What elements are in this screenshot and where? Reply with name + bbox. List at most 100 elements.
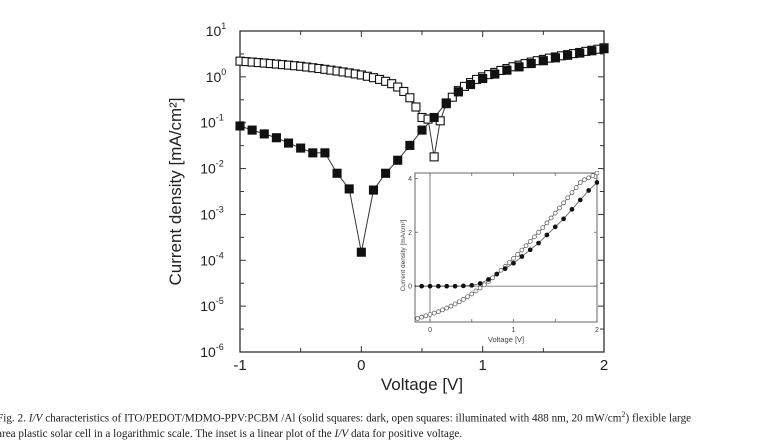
y-tick-label: 10-4	[200, 250, 224, 268]
inset-dark-data-point	[527, 247, 533, 253]
inset-y-tick-label: 0	[408, 284, 412, 291]
y-tick-base: 10	[200, 252, 216, 268]
x-tick-label: -1	[233, 357, 246, 374]
inset-illuminated-data-point	[436, 309, 441, 315]
inset-dark-data-point	[519, 254, 525, 259]
illuminated-data-point	[405, 93, 415, 103]
inset-illuminated-data-point	[552, 210, 558, 216]
y-tick-exponent: -6	[216, 342, 224, 352]
y-tick-base: 10	[200, 344, 216, 360]
dark-data-point	[429, 112, 439, 123]
inset-illuminated-data-point	[452, 301, 458, 307]
x-tick-label: 1	[478, 357, 486, 374]
inset-illuminated-data-point	[461, 297, 466, 302]
inset-illuminated-data-point	[498, 267, 504, 273]
dark-data-point	[514, 62, 524, 72]
y-tick-exponent: -1	[216, 113, 224, 123]
inset-illuminated-data-point	[561, 200, 566, 206]
dark-data-point	[502, 65, 512, 75]
caption-iv-italic-2: I/V	[334, 427, 349, 440]
dark-data-point	[381, 168, 391, 178]
inset-illuminated-data-point	[540, 225, 546, 231]
inset-illuminated-data-point	[448, 303, 454, 309]
dark-data-point	[296, 143, 306, 153]
inset-dark-data-point	[577, 197, 583, 203]
dark-data-point	[441, 98, 451, 108]
dark-data-point	[599, 44, 609, 54]
dark-data-point	[368, 185, 379, 195]
inset-data-group	[415, 171, 599, 321]
y-tick-exponent: -5	[216, 296, 224, 306]
inset-illuminated-data-point	[586, 175, 592, 181]
inset-x-axis-label: Voltage [V]	[488, 335, 524, 344]
inset-illuminated-data-point	[519, 247, 525, 253]
inset-dark-data-point	[561, 216, 566, 222]
inset-dark-data-point	[544, 232, 550, 238]
inset-illuminated-data-point	[423, 313, 429, 319]
inset-illuminated-data-point	[565, 195, 571, 201]
inset-y-tick-label: 4	[408, 176, 412, 183]
dark-data-point	[490, 69, 500, 79]
dark-data-point	[587, 46, 597, 56]
dark-data-point	[283, 138, 294, 148]
inset-y-axis-label: Current density [mA/cm²]	[400, 219, 407, 291]
inset-illuminated-data-point	[465, 294, 470, 300]
dark-data-point	[550, 53, 561, 63]
caption-superscript: 2	[621, 410, 626, 419]
inset-dark-data-point	[469, 283, 475, 288]
caption-suffix-1: ) flexible large	[625, 412, 692, 425]
y-tick-exponent: 0	[221, 67, 226, 77]
y-axis-label: Current density [mA/cm²]	[166, 98, 185, 286]
inset-illuminated-data-point	[506, 260, 512, 265]
dark-data-point	[538, 56, 548, 66]
inset-dark-data-point	[452, 283, 458, 289]
y-tick-label: 10-5	[200, 296, 224, 314]
inset-y-tick-label: 2	[408, 230, 412, 237]
inset-x-tick-label: 0	[428, 327, 432, 334]
inset-dark-data-point	[594, 180, 599, 185]
caption-fig-label: Fig. 2.	[0, 412, 29, 425]
y-tick-base: 10	[200, 206, 216, 222]
inset-illuminated-data-point	[511, 256, 516, 261]
caption-text-2: area plastic solar cell in a logarithmic…	[0, 427, 335, 440]
dark-data-point	[308, 148, 318, 158]
dark-data-point	[320, 148, 330, 158]
dark-data-point	[453, 87, 463, 97]
inset-illuminated-data-point	[456, 299, 462, 305]
inset-dark-data-point	[444, 283, 450, 289]
x-axis-label: Voltage [V]	[381, 375, 463, 394]
inset-dark-data-point	[502, 266, 508, 272]
inset-illuminated-data-point	[473, 288, 479, 294]
inset-illuminated-data-point	[431, 310, 437, 316]
inset-illuminated-data-point	[544, 220, 550, 226]
inset-illuminated-data-point	[590, 173, 596, 179]
dark-data-point	[526, 59, 536, 69]
dark-data-point	[478, 73, 488, 84]
dark-data-point	[465, 79, 476, 90]
inset-dark-data-point	[427, 283, 433, 289]
inset-illuminated-data-point	[577, 180, 583, 185]
inset-illuminated-data-point	[527, 239, 533, 244]
dark-data-point	[235, 121, 245, 131]
inset-dark-data-point	[536, 240, 541, 246]
inset-illuminated-data-point	[557, 205, 562, 211]
inset-illuminated-data-point	[490, 275, 495, 281]
inset-plot: 0 1 2 0 2 4 Voltage [V] Current density [mA/cm²…	[400, 171, 599, 344]
illuminated-data-point	[399, 86, 409, 97]
y-tick-label: 10-3	[200, 204, 224, 222]
inset-illuminated-data-point	[515, 252, 521, 257]
caption-suffix-2: data for positive voltage.	[348, 427, 463, 440]
inset-dark-data-point	[486, 277, 491, 282]
caption-line-2: area plastic solar cell in a logarithmic…	[0, 427, 784, 442]
inset-illuminated-data-point	[536, 229, 541, 235]
inset-illuminated-data-point	[481, 282, 487, 288]
inset-x-tick-label: 1	[512, 327, 516, 334]
inset-dark-data-point	[415, 284, 416, 288]
inset-x-tick-label: 2	[595, 327, 599, 334]
inset-illuminated-data-point	[573, 185, 579, 190]
inset-illuminated-data-point	[440, 307, 445, 313]
illuminated-data-point	[411, 102, 421, 112]
y-tick-label: 10-2	[200, 159, 224, 177]
inset-dark-data-point	[552, 224, 558, 230]
inset-dark-data-point	[419, 283, 425, 289]
